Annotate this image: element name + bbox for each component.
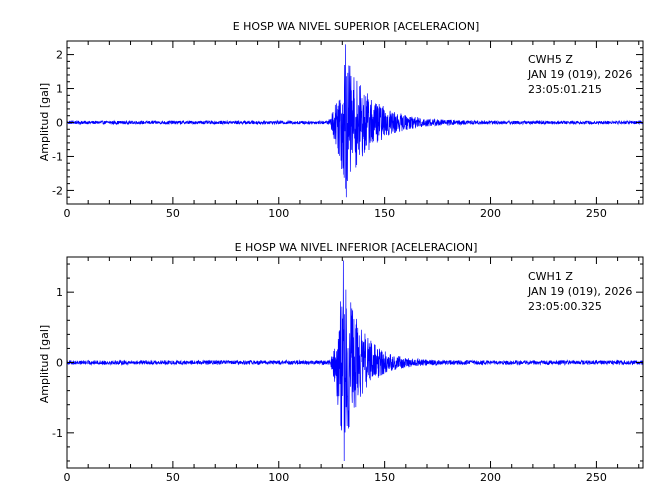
y-tick-label-upper: 2	[56, 49, 63, 62]
date-label-lower: JAN 19 (019), 2026	[527, 285, 632, 298]
panel-upper: E HOSP WA NIVEL SUPERIOR [ACELERACION] A…	[38, 20, 644, 220]
chart-title-lower: E HOSP WA NIVEL INFERIOR [ACELERACION]	[235, 241, 478, 254]
time-label-lower: 23:05:00.325	[528, 300, 602, 313]
x-tick-label-lower: 0	[64, 471, 71, 484]
x-tick-label-lower: 150	[374, 471, 395, 484]
panel-lower: E HOSP WA NIVEL INFERIOR [ACELERACION] A…	[38, 241, 644, 484]
y-axis-label-lower: Amplitud [gal]	[38, 325, 51, 403]
plot-area-lower: 0 50 100 150 200 250 -1 0 1	[52, 256, 644, 484]
x-tick-label-lower: 250	[586, 471, 607, 484]
y-axis-label-upper: Amplitud [gal]	[38, 83, 51, 161]
x-tick-label-upper: 150	[374, 207, 395, 220]
y-tick-label-lower: 1	[56, 286, 63, 299]
chart-title-upper: E HOSP WA NIVEL SUPERIOR [ACELERACION]	[233, 20, 480, 33]
station-label-lower: CWH1 Z	[528, 270, 573, 283]
x-tick-label-upper: 50	[166, 207, 180, 220]
x-tick-label-upper: 200	[480, 207, 501, 220]
y-tick-label-upper: 1	[56, 83, 63, 96]
x-tick-label-lower: 100	[268, 471, 289, 484]
x-tick-label-upper: 0	[64, 207, 71, 220]
time-label-upper: 23:05:01.215	[528, 83, 602, 96]
y-tick-label-upper: 0	[56, 117, 63, 130]
seismic-trace-lower	[67, 260, 643, 461]
y-tick-label-upper: -2	[52, 184, 63, 197]
x-tick-label-lower: 50	[166, 471, 180, 484]
x-tick-label-lower: 200	[480, 471, 501, 484]
plot-area-upper: 0 50 100 150 200 250 -2 -1 0 1 2	[52, 40, 644, 220]
x-tick-label-upper: 250	[586, 207, 607, 220]
date-label-upper: JAN 19 (019), 2026	[527, 68, 632, 81]
y-tick-label-lower: 0	[56, 357, 63, 370]
seismic-trace-upper	[67, 44, 643, 198]
y-tick-label-lower: -1	[52, 427, 63, 440]
y-tick-label-upper: -1	[52, 150, 63, 163]
x-tick-label-upper: 100	[268, 207, 289, 220]
station-label-upper: CWH5 Z	[528, 53, 573, 66]
